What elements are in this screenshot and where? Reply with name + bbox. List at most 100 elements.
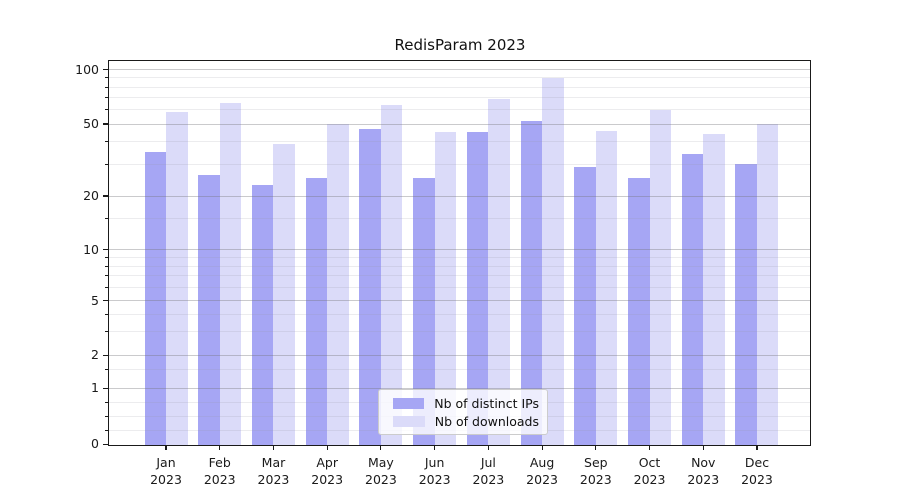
bar-feb-nb-of-downloads: [219, 103, 242, 445]
x-label-month-apr: Apr: [316, 454, 338, 470]
x-tick-dec: [756, 445, 758, 450]
x-tick-label-feb: Feb 2023: [188, 454, 252, 488]
gridline-y-50: [109, 123, 810, 125]
bar-jun-nb-of-distinct-ips: [413, 178, 435, 445]
y-tick-2: [103, 354, 108, 356]
x-label-year-sep: 2023: [579, 471, 612, 487]
x-tick-apr: [326, 445, 328, 450]
x-label-month-jan: Jan: [156, 454, 176, 470]
gridline-minor-y-4: [109, 313, 810, 315]
x-label-month-jul: Jul: [480, 454, 496, 470]
bar-jul-nb-of-distinct-ips: [466, 132, 489, 445]
legend-label-distinct-ips: Nb of distinct IPs: [434, 395, 539, 411]
gridline-minor-y-90: [109, 77, 810, 79]
bar-nov-nb-of-downloads: [703, 134, 725, 445]
bar-mar-nb-of-downloads: [273, 143, 295, 445]
gridline-minor-y-80: [109, 86, 810, 88]
x-tick-aug: [541, 445, 543, 450]
y-tick-label-50: 50: [83, 116, 99, 131]
y-minor-tick-0.5: [105, 415, 108, 417]
gridline-y-100: [109, 69, 810, 70]
x-label-year-apr: 2023: [311, 471, 344, 487]
y-tick-label-20: 20: [83, 188, 99, 203]
x-label-month-nov: Nov: [691, 454, 716, 470]
gridline-minor-y-30: [109, 163, 810, 165]
x-tick-label-dec: Dec 2023: [725, 454, 789, 488]
x-label-month-jun: Jun: [424, 454, 445, 470]
gridline-minor-y-7: [109, 275, 810, 277]
gridline-minor-y-6: [109, 286, 810, 288]
y-minor-tick-15: [105, 217, 108, 219]
x-tick-label-jun: Jun 2023: [403, 454, 467, 488]
x-tick-label-apr: Apr 2023: [295, 454, 359, 488]
bar-nov-nb-of-distinct-ips: [681, 154, 704, 445]
x-label-month-oct: Oct: [638, 454, 661, 470]
axis-spine-left: [108, 60, 110, 446]
gridline-y-5: [109, 300, 810, 302]
x-tick-label-aug: Aug 2023: [510, 454, 574, 488]
y-tick-100: [103, 68, 108, 71]
x-label-year-feb: 2023: [203, 471, 236, 487]
x-label-year-aug: 2023: [526, 471, 558, 487]
bar-jul-nb-of-downloads: [488, 98, 510, 445]
y-tick-label-1: 1: [91, 380, 99, 396]
x-label-year-jul: 2023: [472, 471, 505, 487]
gridline-y-2: [109, 354, 810, 356]
y-minor-tick-80: [105, 86, 108, 88]
gridline-minor-y-70: [109, 97, 810, 98]
x-tick-mar: [272, 445, 274, 450]
legend-entry-downloads: Nb of downloads: [387, 412, 539, 430]
x-label-year-mar: 2023: [257, 471, 290, 487]
legend-swatch-downloads: [393, 415, 425, 427]
gridline-y-10: [109, 249, 810, 250]
bar-jan-nb-of-distinct-ips: [144, 152, 166, 445]
bar-aug-nb-of-distinct-ips: [520, 120, 543, 445]
gridline-minor-y-15: [109, 217, 810, 219]
y-minor-tick-7: [105, 275, 108, 277]
x-label-year-jun: 2023: [418, 471, 451, 487]
y-tick-50: [103, 123, 108, 125]
bar-jun-nb-of-downloads: [434, 132, 457, 445]
bar-aug-nb-of-downloads: [542, 77, 564, 445]
gridline-y-1: [109, 387, 810, 389]
x-tick-feb: [219, 445, 221, 450]
y-minor-tick-0.75: [105, 401, 108, 403]
y-minor-tick-6: [105, 286, 108, 288]
x-label-month-dec: Dec: [744, 454, 770, 470]
legend-entry-distinct-ips: Nb of distinct IPs: [387, 394, 539, 412]
x-label-year-may: 2023: [365, 471, 397, 487]
x-tick-may: [380, 445, 382, 450]
y-minor-tick-4: [105, 313, 108, 315]
bar-sep-nb-of-distinct-ips: [574, 166, 596, 445]
y-minor-tick-30: [105, 163, 108, 165]
bar-dec-nb-of-distinct-ips: [735, 164, 757, 445]
axis-spine-right: [810, 60, 812, 446]
x-tick-label-oct: Oct 2023: [618, 454, 682, 488]
x-label-month-feb: Feb: [208, 454, 231, 470]
gridline-minor-y-1.5: [109, 368, 810, 370]
y-minor-tick-60: [105, 109, 108, 111]
legend-label-downloads: Nb of downloads: [434, 413, 539, 429]
y-tick-20: [103, 195, 108, 197]
legend-swatch-distinct-ips: [393, 397, 425, 409]
x-tick-label-nov: Nov 2023: [671, 454, 735, 488]
axis-spine-bottom: [108, 444, 811, 446]
gridline-minor-y-9: [109, 256, 810, 258]
x-label-year-oct: 2023: [633, 471, 666, 487]
x-label-month-sep: Sep: [584, 454, 608, 470]
x-tick-sep: [595, 445, 597, 450]
x-label-month-may: May: [367, 454, 394, 470]
y-minor-tick-90: [105, 77, 108, 79]
x-tick-label-jul: Jul 2023: [456, 454, 520, 488]
bar-apr-nb-of-downloads: [327, 124, 349, 445]
x-tick-label-jan: Jan 2023: [134, 454, 198, 488]
y-minor-tick-1.5: [105, 368, 108, 370]
x-label-month-aug: Aug: [529, 454, 555, 470]
chart-title: RedisParam 2023: [394, 36, 526, 54]
y-tick-label-10: 10: [83, 241, 99, 257]
y-minor-tick-9: [105, 256, 108, 258]
x-label-year-dec: 2023: [741, 471, 773, 487]
x-tick-nov: [702, 445, 704, 450]
